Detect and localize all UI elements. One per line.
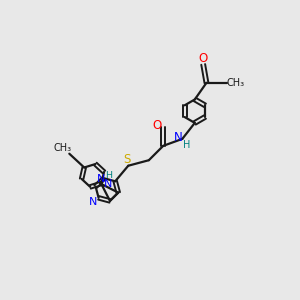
Text: N: N xyxy=(104,178,112,189)
Text: O: O xyxy=(199,52,208,65)
Text: H: H xyxy=(105,171,112,180)
Text: N: N xyxy=(97,174,105,184)
Text: CH₃: CH₃ xyxy=(54,142,72,153)
Text: O: O xyxy=(152,119,161,132)
Text: CH₃: CH₃ xyxy=(226,78,244,88)
Text: N: N xyxy=(174,131,183,144)
Text: N: N xyxy=(89,197,98,207)
Text: S: S xyxy=(124,153,131,166)
Text: H: H xyxy=(183,140,191,150)
